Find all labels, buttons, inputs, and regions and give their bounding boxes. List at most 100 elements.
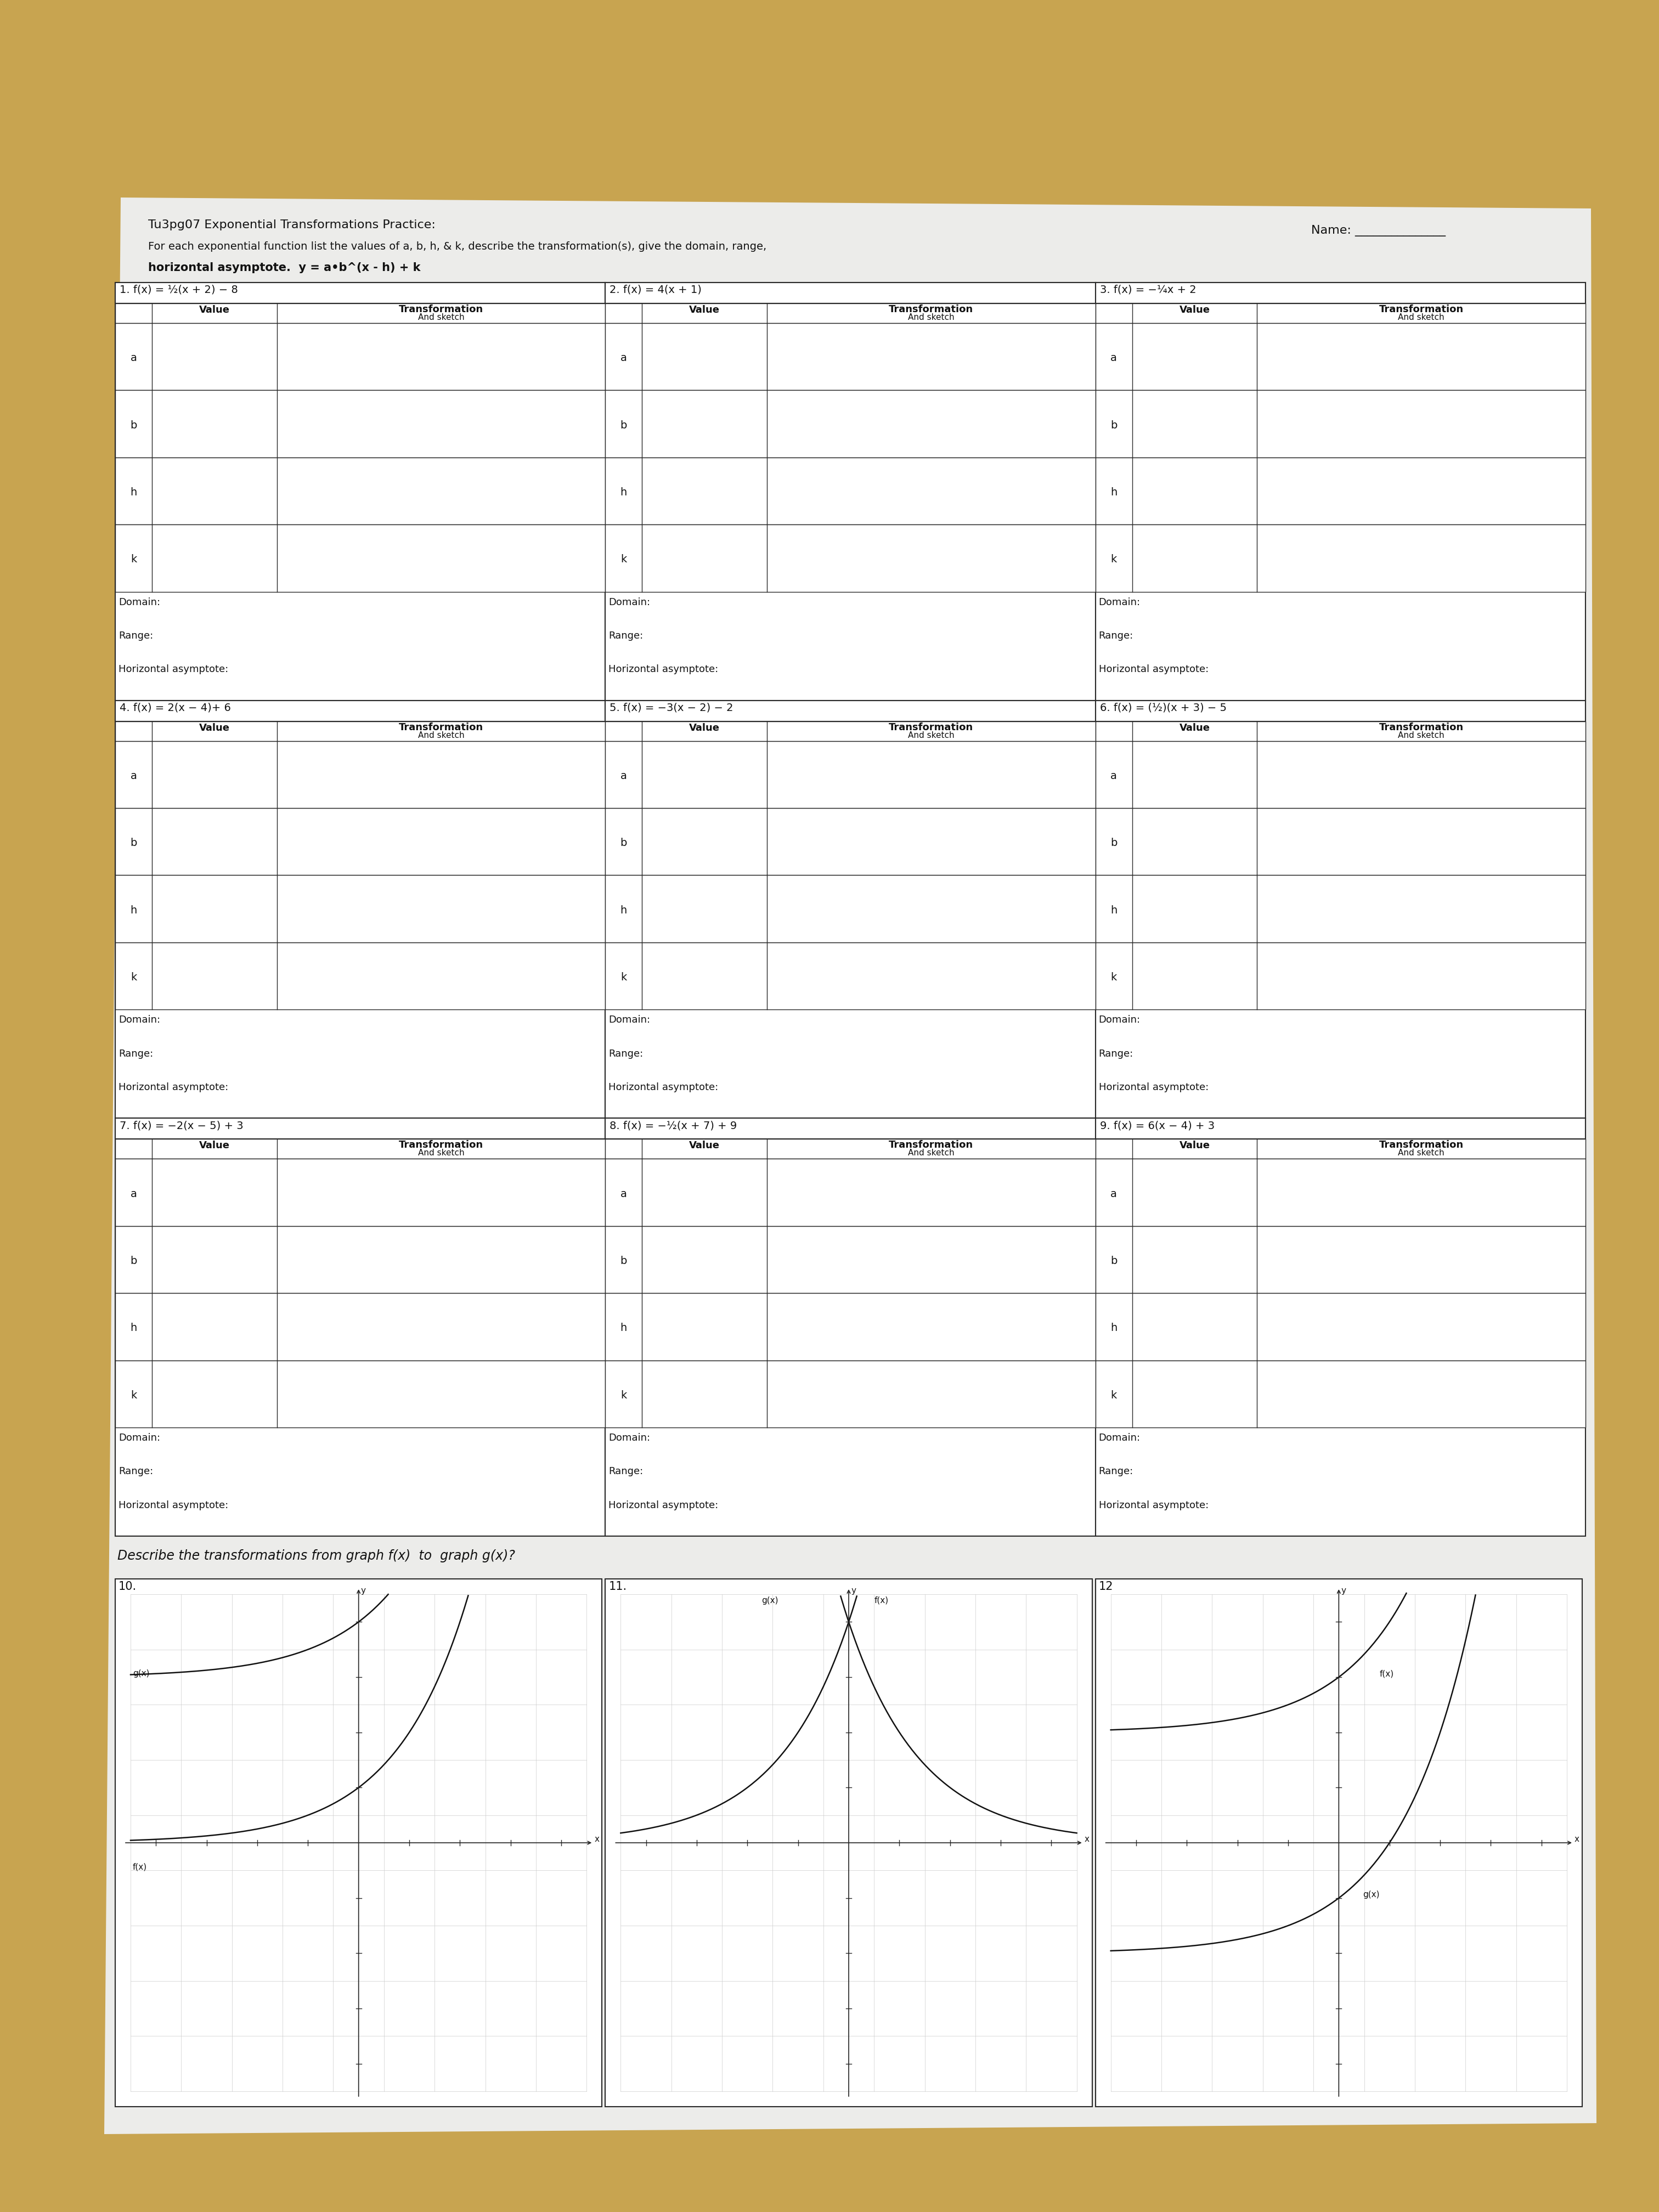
Text: And sketch: And sketch <box>907 1148 954 1157</box>
Bar <box>114 1159 606 1225</box>
Text: k: k <box>131 973 136 982</box>
Text: Value: Value <box>199 305 231 314</box>
Text: 9. f(x) = 6(x − 4) + 3: 9. f(x) = 6(x − 4) + 3 <box>1100 1121 1214 1130</box>
Text: Value: Value <box>1180 1141 1209 1150</box>
Text: 6. f(x) = (½)(x + 3) − 5: 6. f(x) = (½)(x + 3) − 5 <box>1100 703 1226 712</box>
Text: Transformation: Transformation <box>889 723 974 732</box>
Polygon shape <box>105 197 1596 2135</box>
Text: k: k <box>620 555 627 564</box>
Bar <box>1095 807 1586 876</box>
Text: b: b <box>129 1256 138 1265</box>
Text: x: x <box>594 1836 599 1843</box>
Bar <box>606 283 1095 701</box>
Text: Horizontal asymptote:: Horizontal asymptote: <box>118 1082 229 1093</box>
Text: Domain:: Domain: <box>1098 1433 1140 1442</box>
Bar <box>1095 283 1586 303</box>
Bar <box>1095 1139 1586 1159</box>
Text: And sketch: And sketch <box>907 314 954 321</box>
Text: g(x): g(x) <box>133 1670 149 1677</box>
Bar <box>606 1294 1095 1360</box>
Bar <box>114 1294 606 1360</box>
Text: b: b <box>620 838 627 849</box>
Text: h: h <box>1110 487 1117 498</box>
Text: a: a <box>620 770 627 781</box>
Text: Describe the transformations from graph f(x)  to  graph g(x)?: Describe the transformations from graph … <box>118 1548 514 1562</box>
Text: And sketch: And sketch <box>1399 1148 1445 1157</box>
Text: Domain:: Domain: <box>118 1015 161 1024</box>
Bar <box>606 283 1095 303</box>
Text: f(x): f(x) <box>874 1597 888 1604</box>
Text: h: h <box>620 1323 627 1334</box>
Text: Domain:: Domain: <box>118 1433 161 1442</box>
Text: Domain:: Domain: <box>609 1015 650 1024</box>
Bar <box>606 1360 1095 1427</box>
Text: 12: 12 <box>1098 1582 1113 1593</box>
Text: Transformation: Transformation <box>398 1139 483 1150</box>
Text: 10.: 10. <box>118 1582 136 1593</box>
Text: Range:: Range: <box>118 630 153 641</box>
Bar <box>1095 876 1586 942</box>
Text: h: h <box>620 905 627 916</box>
Bar <box>606 876 1095 942</box>
Text: Domain:: Domain: <box>1098 1015 1140 1024</box>
Text: b: b <box>1110 1256 1117 1265</box>
Text: f(x): f(x) <box>133 1863 148 1871</box>
Text: Horizontal asymptote:: Horizontal asymptote: <box>118 1500 229 1511</box>
Text: Range:: Range: <box>1098 1467 1133 1475</box>
Text: Horizontal asymptote:: Horizontal asymptote: <box>118 664 229 675</box>
Text: k: k <box>1110 1389 1117 1400</box>
Text: h: h <box>129 905 138 916</box>
Bar <box>606 1159 1095 1225</box>
Bar <box>1095 1159 1586 1225</box>
Text: Domain:: Domain: <box>118 597 161 606</box>
Text: g(x): g(x) <box>1362 1891 1379 1898</box>
Text: x: x <box>1574 1836 1579 1843</box>
Text: a: a <box>620 354 627 363</box>
Bar <box>114 876 606 942</box>
Bar <box>114 942 606 1009</box>
Text: Value: Value <box>199 723 231 732</box>
Text: 2. f(x) = 4(x + 1): 2. f(x) = 4(x + 1) <box>611 285 702 294</box>
Text: y: y <box>360 1586 365 1595</box>
Text: Range:: Range: <box>1098 630 1133 641</box>
Bar <box>1095 1360 1586 1427</box>
Text: Transformation: Transformation <box>1379 305 1463 314</box>
Text: y: y <box>851 1586 856 1595</box>
Text: h: h <box>129 1323 138 1334</box>
Text: Horizontal asymptote:: Horizontal asymptote: <box>1098 664 1208 675</box>
Text: b: b <box>620 1256 627 1265</box>
Bar <box>1095 1119 1586 1535</box>
Text: Transformation: Transformation <box>889 305 974 314</box>
Bar <box>1095 1119 1586 1139</box>
Bar <box>1095 323 1586 389</box>
Text: b: b <box>1110 838 1117 849</box>
Bar <box>606 701 1095 1119</box>
Text: f(x): f(x) <box>1379 1670 1394 1677</box>
Bar <box>114 458 606 524</box>
Bar <box>1095 701 1586 1119</box>
Bar <box>606 524 1095 593</box>
Text: a: a <box>131 770 136 781</box>
Bar <box>606 721 1095 741</box>
Text: Transformation: Transformation <box>1379 723 1463 732</box>
Text: k: k <box>1110 973 1117 982</box>
Text: a: a <box>620 1188 627 1199</box>
Text: h: h <box>620 487 627 498</box>
Text: Value: Value <box>688 723 720 732</box>
Bar <box>114 701 606 721</box>
Text: And sketch: And sketch <box>418 732 465 739</box>
Text: Value: Value <box>688 305 720 314</box>
Bar <box>114 807 606 876</box>
Bar <box>114 701 606 1119</box>
Text: Domain:: Domain: <box>609 1433 650 1442</box>
Text: h: h <box>1110 905 1117 916</box>
Text: Range:: Range: <box>609 630 644 641</box>
Text: a: a <box>1110 770 1117 781</box>
Text: Domain:: Domain: <box>1098 597 1140 606</box>
Bar <box>1095 1579 1583 2106</box>
Text: Horizontal asymptote:: Horizontal asymptote: <box>1098 1500 1208 1511</box>
Bar <box>114 1360 606 1427</box>
Bar <box>606 1119 1095 1139</box>
Text: And sketch: And sketch <box>418 1148 465 1157</box>
Bar <box>1095 458 1586 524</box>
